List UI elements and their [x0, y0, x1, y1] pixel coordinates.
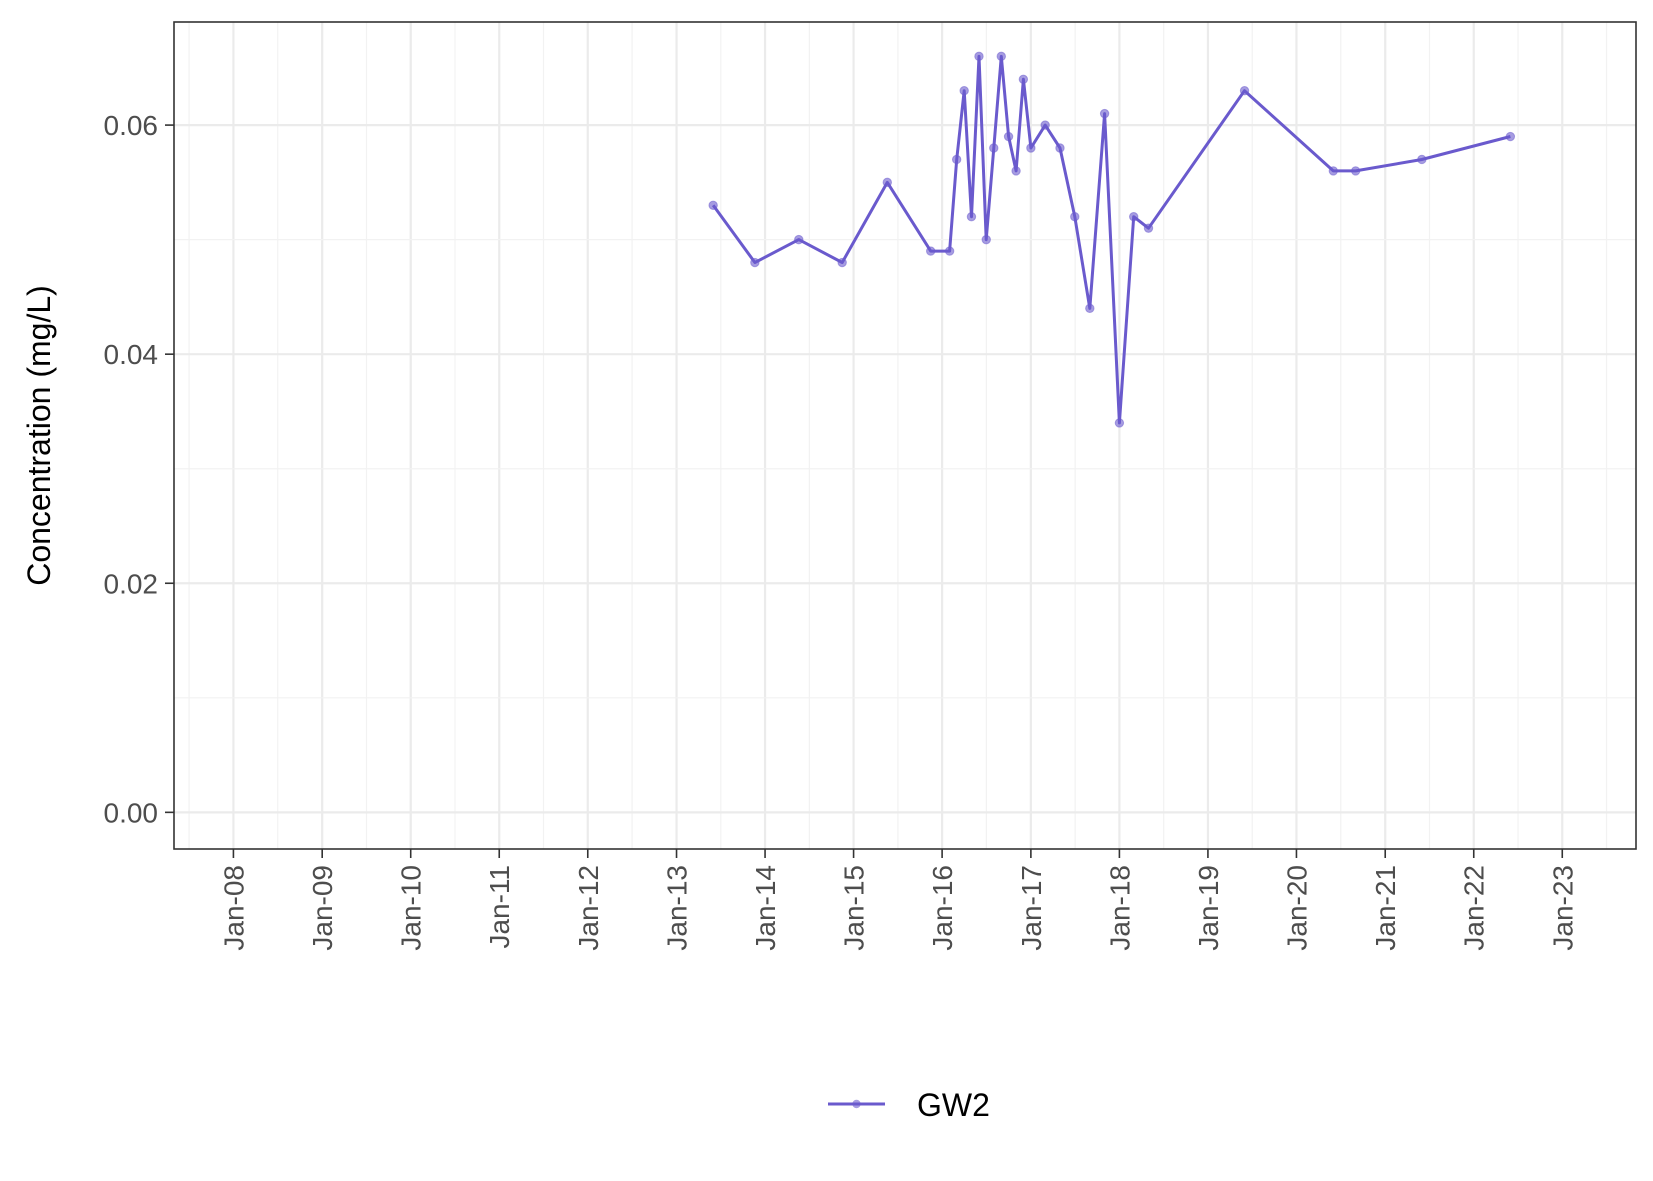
data-point [1143, 223, 1154, 233]
data-point [1070, 212, 1080, 222]
plot-panel-border [173, 21, 1637, 850]
x-tick-label: Jan-21 [1370, 865, 1401, 951]
x-tick-label: Jan-18 [1104, 865, 1135, 951]
data-point [951, 154, 962, 165]
y-tick-label: 0.00 [104, 797, 159, 828]
x-tick-label: Jan-22 [1459, 865, 1490, 951]
x-tick-label: Jan-13 [662, 865, 693, 951]
data-point [882, 177, 892, 188]
x-tick-label: Jan-10 [396, 865, 427, 951]
data-point [1011, 166, 1021, 176]
data-point [1018, 74, 1029, 84]
y-axis-title: Concentration (mg/L) [21, 285, 57, 586]
data-point [1417, 154, 1427, 165]
y-tick-label: 0.02 [104, 568, 159, 599]
data-point [1085, 303, 1095, 314]
legend-label-gw2: GW2 [917, 1087, 990, 1123]
data-point [1129, 212, 1139, 222]
data-point [837, 257, 847, 268]
data-point [981, 234, 991, 245]
x-tick-label: Jan-19 [1193, 865, 1224, 951]
x-tick-label: Jan-08 [218, 865, 249, 951]
y-tick-label: 0.06 [104, 110, 159, 141]
data-point [1055, 143, 1065, 153]
data-point [1040, 120, 1050, 130]
data-point [1114, 418, 1125, 428]
x-tick-label: Jan-12 [573, 865, 604, 951]
x-tick-label: Jan-20 [1281, 865, 1312, 951]
data-point [1099, 108, 1110, 119]
data-point [1350, 166, 1361, 176]
legend-key-point [852, 1099, 861, 1109]
data-point [750, 257, 760, 268]
data-point [974, 51, 984, 62]
data-point [944, 246, 955, 256]
x-tick-label: Jan-09 [307, 865, 338, 951]
y-tick-label: 0.04 [104, 339, 159, 370]
data-point [1239, 86, 1250, 96]
x-tick-label: Jan-11 [484, 865, 515, 949]
x-tick-label: Jan-17 [1016, 865, 1047, 951]
data-point [959, 86, 969, 96]
x-axis: Jan-08 Jan-09 Jan-10 Jan-11 Jan-12 Jan-13 Jan-… [218, 849, 1578, 951]
y-axis: 0.00 0.02 0.04 0.06 [104, 110, 174, 828]
x-tick-label: Jan-23 [1547, 865, 1578, 951]
data-point [989, 143, 999, 153]
legend: GW2 [828, 1087, 990, 1123]
data-point [708, 200, 718, 210]
data-point [794, 234, 804, 245]
data-point [966, 212, 977, 222]
data-point [1026, 143, 1036, 153]
data-point [996, 51, 1006, 62]
series-gw2 [708, 51, 1516, 428]
x-tick-label: Jan-16 [927, 865, 958, 951]
data-point [1328, 166, 1339, 176]
x-tick-label: Jan-14 [750, 865, 781, 951]
data-point [1003, 131, 1014, 142]
data-point [926, 246, 936, 256]
grid [174, 22, 1636, 849]
x-tick-label: Jan-15 [839, 865, 870, 951]
data-point [1505, 131, 1516, 142]
